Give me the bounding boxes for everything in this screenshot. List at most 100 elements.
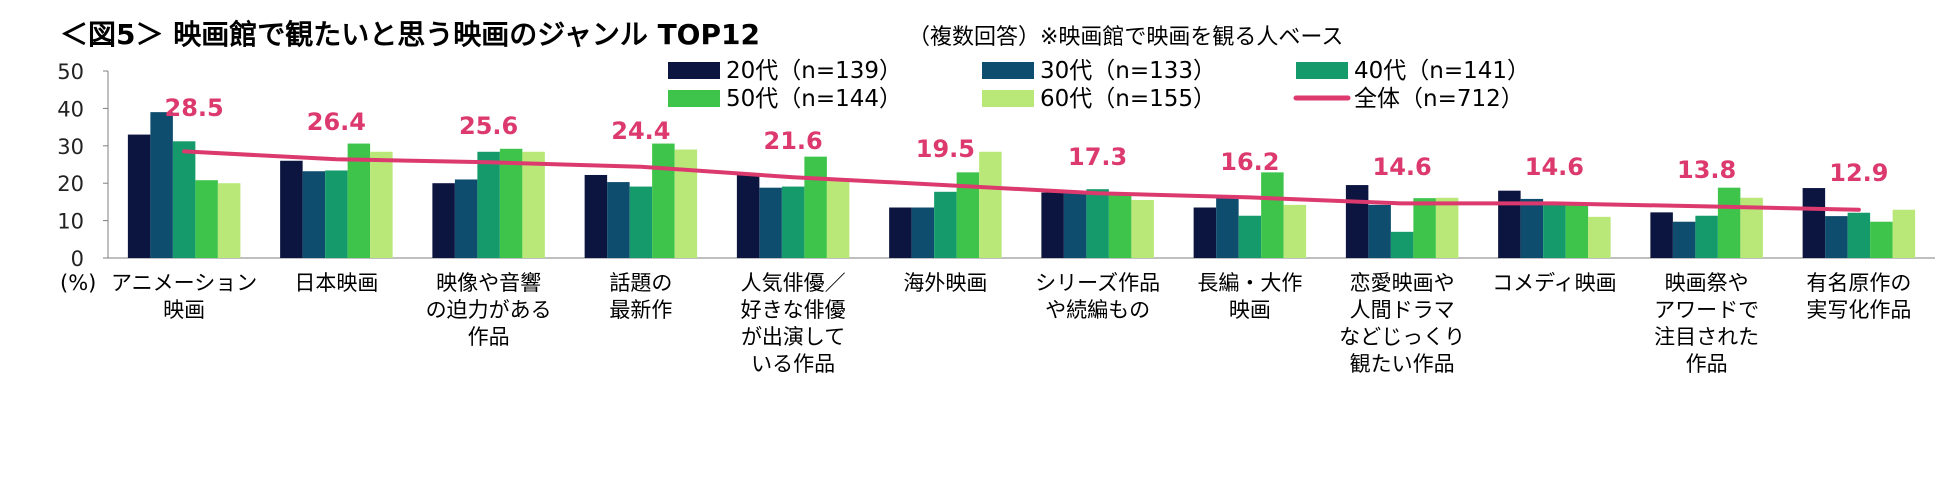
overall-data-label: 14.6 — [1373, 153, 1432, 181]
bar-40s-3 — [477, 151, 500, 258]
category-label: コメディ映画 — [1492, 271, 1617, 295]
bar-20s-11 — [1650, 212, 1673, 258]
bar-60s-3 — [522, 151, 545, 258]
bar-60s-8 — [1283, 204, 1307, 258]
bar-20s-6 — [889, 207, 912, 258]
y-tick-label: 10 — [57, 210, 84, 234]
bar-40s-9 — [1390, 231, 1414, 258]
bar-40s-7 — [1086, 189, 1109, 258]
bar-50s-8 — [1261, 172, 1284, 258]
category-label: アニメーション映画 — [111, 271, 257, 322]
overall-data-label: 12.9 — [1829, 159, 1888, 187]
overall-data-label: 14.6 — [1525, 153, 1584, 181]
bar-60s-9 — [1435, 197, 1459, 258]
legend-label: 60代（n=155） — [1040, 86, 1216, 112]
legend-swatch — [1296, 62, 1348, 79]
category-label: シリーズ作品や続編もの — [1035, 271, 1160, 322]
bar-50s-4 — [652, 143, 675, 258]
bar-30s-8 — [1216, 198, 1239, 258]
bar-40s-11 — [1695, 215, 1718, 258]
bar-20s-4 — [584, 174, 608, 258]
bar-60s-10 — [1588, 216, 1611, 258]
legend-label: 20代（n=139） — [726, 58, 902, 84]
bar-40s-10 — [1543, 204, 1566, 258]
bar-20s-7 — [1041, 192, 1064, 258]
bar-30s-3 — [454, 179, 478, 258]
legend-label: 30代（n=133） — [1040, 58, 1216, 84]
bar-20s-10 — [1498, 190, 1521, 258]
legend-label: 50代（n=144） — [726, 86, 902, 112]
bar-60s-7 — [1131, 200, 1154, 258]
bar-30s-5 — [759, 187, 782, 258]
y-tick-label: 20 — [57, 172, 84, 196]
bar-20s-1 — [127, 134, 151, 258]
category-label: 有名原作の実写化作品 — [1806, 271, 1911, 322]
bar-50s-10 — [1565, 203, 1589, 258]
bar-50s-3 — [499, 148, 523, 258]
bar-50s-11 — [1717, 187, 1741, 258]
bar-60s-5 — [826, 180, 850, 258]
bar-30s-6 — [911, 207, 935, 258]
bar-50s-6 — [956, 172, 980, 258]
bar-20s-5 — [736, 174, 760, 258]
bar-40s-2 — [325, 170, 348, 258]
y-axis: 0 10 20 30 40 50 — [57, 60, 1935, 271]
bar-60s-12 — [1892, 209, 1916, 258]
legend-swatch — [982, 90, 1034, 107]
bar-60s-11 — [1740, 197, 1763, 258]
overall-line-layer — [182, 149, 1861, 212]
legend-label: 全体（n=712） — [1354, 86, 1524, 112]
unit-label: (%) — [60, 271, 96, 295]
overall-data-label: 17.3 — [1068, 143, 1127, 171]
bar-50s-9 — [1413, 198, 1436, 258]
bar-60s-2 — [370, 151, 393, 258]
category-label: 恋愛映画や人間ドラマなどじっくり観たい作品 — [1339, 271, 1465, 376]
bar-30s-2 — [302, 171, 326, 258]
overall-data-label: 21.6 — [764, 127, 823, 155]
bar-30s-9 — [1368, 204, 1391, 258]
bar-40s-12 — [1847, 212, 1871, 258]
overall-series-line — [182, 149, 1861, 212]
legend-label: 40代（n=141） — [1354, 58, 1530, 84]
chart-subtitle: （複数回答）※映画館で映画を観る人ベース — [908, 25, 1343, 50]
overall-data-label: 19.5 — [916, 135, 975, 163]
x-axis-labels: アニメーション映画 日本映画 映像や音響の迫力がある作品 話題の最新作 人気俳優／好きな… — [60, 271, 1911, 376]
bar-20s-9 — [1345, 185, 1369, 258]
overall-data-label: 28.5 — [165, 94, 224, 122]
bar-30s-10 — [1520, 198, 1544, 258]
y-tick-label: 50 — [57, 60, 84, 84]
bar-20s-3 — [432, 183, 455, 258]
category-label: 映像や音響の迫力がある作品 — [426, 271, 552, 349]
y-tick-label: 40 — [57, 97, 84, 121]
category-label: 長編・大作映画 — [1197, 271, 1302, 322]
category-label: 海外映画 — [903, 271, 987, 295]
bar-30s-1 — [150, 112, 173, 258]
bar-40s-4 — [629, 186, 653, 258]
y-tick-label: 0 — [71, 247, 84, 271]
category-label: 映画祭やアワードで注目された作品 — [1654, 271, 1759, 376]
category-label: 日本映画 — [294, 271, 378, 295]
legend-swatch — [982, 62, 1034, 79]
bar-50s-5 — [804, 156, 827, 258]
bar-20s-12 — [1802, 188, 1826, 258]
legend: 20代（n=139） 30代（n=133） 40代（n=141） 50代（n=144）… — [668, 58, 1530, 112]
bar-40s-8 — [1238, 215, 1262, 258]
bar-50s-2 — [347, 143, 371, 258]
category-label: 話題の最新作 — [609, 271, 672, 322]
bar-20s-2 — [280, 160, 303, 258]
bar-60s-4 — [674, 149, 698, 258]
bar-area — [127, 112, 1916, 258]
bar-40s-1 — [172, 141, 196, 258]
overall-data-label: 26.4 — [307, 108, 366, 136]
bar-50s-12 — [1870, 221, 1893, 258]
chart-title: ＜図5＞ 映画館で観たいと思う映画のジャンル TOP12 — [60, 18, 760, 51]
y-tick-label: 30 — [57, 135, 84, 159]
bar-60s-6 — [979, 151, 1002, 258]
overall-data-label: 25.6 — [459, 112, 518, 140]
bar-20s-8 — [1193, 207, 1217, 258]
overall-data-label: 24.4 — [611, 117, 670, 145]
overall-data-label: 16.2 — [1220, 148, 1279, 176]
bar-40s-5 — [781, 186, 805, 258]
data-labels: 28.5 26.4 25.6 24.4 21.6 19.5 17.3 16.2 14.6 14.6… — [165, 94, 1889, 187]
